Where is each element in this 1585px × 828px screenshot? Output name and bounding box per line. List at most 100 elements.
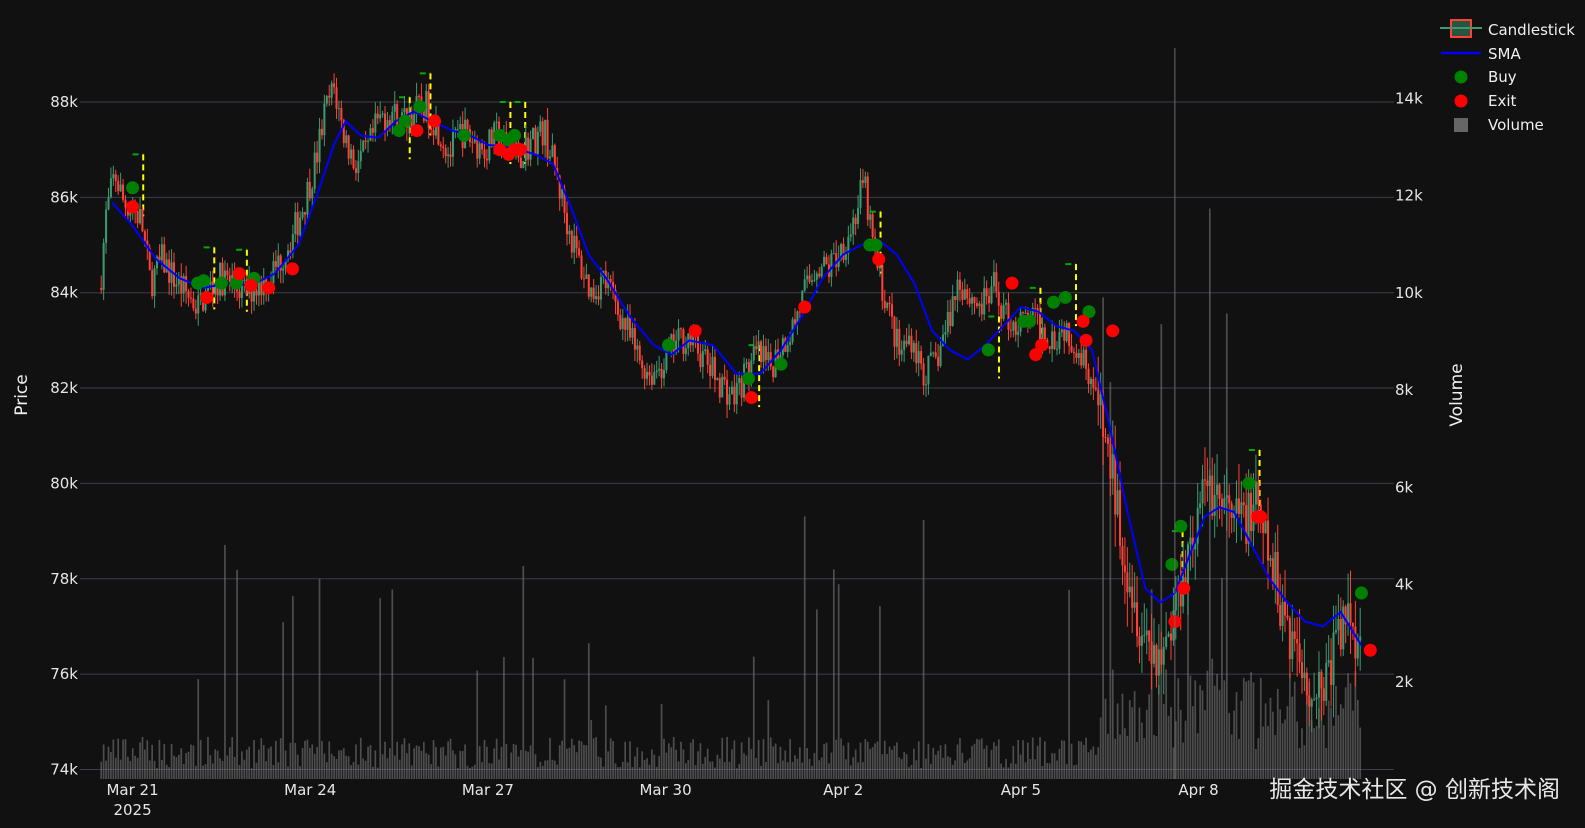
volume-bar — [228, 747, 231, 779]
volume-bar — [920, 768, 922, 779]
y-tick-label: 86k — [50, 188, 78, 206]
legend-item-exit[interactable]: Exit — [1454, 92, 1517, 110]
candle-body — [1087, 368, 1090, 385]
volume-bar — [1136, 741, 1138, 779]
volume-bar — [1301, 728, 1303, 779]
candle-body — [813, 279, 816, 281]
candle-body — [891, 304, 894, 317]
volume-bar — [224, 545, 226, 779]
candle-body — [1145, 630, 1148, 636]
volume-bar — [629, 741, 631, 779]
candle-body — [718, 378, 721, 398]
candle-body — [1201, 479, 1204, 504]
volume-bar — [1162, 703, 1165, 779]
candle-body — [1269, 558, 1272, 561]
candle-body — [638, 345, 641, 361]
volume-bar — [658, 756, 661, 779]
volume-bar — [1335, 685, 1337, 779]
exit-marker — [744, 391, 758, 405]
candle-body — [109, 178, 112, 198]
candle-body — [1298, 643, 1301, 663]
candle-body — [141, 209, 144, 232]
volume-bar — [372, 766, 374, 779]
candle-body — [371, 128, 374, 133]
volume-bar — [396, 741, 399, 779]
volume-bar — [541, 765, 544, 779]
volume-bar — [900, 759, 903, 779]
candles — [100, 73, 1362, 732]
candle-body — [1286, 615, 1289, 618]
candle-body — [616, 301, 619, 315]
volume-bar — [929, 763, 932, 779]
volume-bar — [903, 752, 906, 779]
volume-bar — [558, 745, 561, 779]
candle-body — [369, 128, 372, 141]
candle-body — [721, 376, 724, 398]
candle-body — [823, 256, 826, 267]
volume-bar — [202, 765, 204, 779]
volume-bars — [100, 208, 1362, 779]
volume-bar — [1223, 680, 1226, 779]
volume-bar — [490, 763, 493, 779]
candle-body — [1300, 662, 1304, 679]
volume-bar — [204, 764, 207, 779]
candle-body — [553, 145, 556, 168]
legend[interactable]: Candlestick SMA Buy Exit Volume — [1440, 19, 1575, 134]
volume-bar — [997, 739, 1000, 779]
candle-body — [534, 127, 537, 155]
candle-body — [1303, 672, 1306, 679]
volume-bar — [803, 516, 806, 779]
candle-body — [102, 242, 105, 290]
legend-item-candlestick[interactable]: Candlestick — [1440, 19, 1575, 39]
candle-body — [723, 376, 726, 380]
candle-body — [114, 174, 117, 181]
candle-body — [832, 253, 835, 255]
y2-tick-label: 4k — [1395, 576, 1414, 594]
candle-body — [1233, 513, 1236, 519]
candle-body — [345, 135, 348, 144]
candle-body — [531, 127, 535, 140]
candle-body — [641, 360, 644, 369]
candle-body — [1206, 480, 1209, 486]
volume-bar — [946, 756, 949, 779]
candle-body — [607, 279, 610, 289]
volume-bar — [544, 760, 546, 779]
legend-item-volume[interactable]: Volume — [1454, 116, 1544, 134]
candle-body — [849, 234, 852, 237]
volume-bar — [1262, 726, 1265, 779]
volume-bar — [221, 760, 224, 779]
volume-bar — [289, 742, 292, 779]
candle-body — [636, 345, 639, 350]
y-tick-label: 84k — [50, 284, 78, 302]
volume-bar — [709, 761, 711, 779]
candle-body — [1131, 586, 1134, 608]
candle-body — [1228, 495, 1231, 504]
volume-bar — [655, 766, 658, 779]
volume-bar — [789, 738, 791, 779]
legend-item-buy[interactable]: Buy — [1454, 68, 1517, 86]
candle-body — [1351, 622, 1354, 627]
buy-marker — [197, 274, 211, 288]
volume-bar — [1133, 691, 1136, 779]
volume-bar — [1148, 694, 1151, 779]
candle-body — [1317, 671, 1320, 698]
exit-marker — [1363, 643, 1377, 657]
volume-bar — [444, 755, 447, 779]
legend-buy-label: Buy — [1488, 68, 1517, 86]
volume-bar — [469, 767, 471, 779]
candle-body — [117, 180, 120, 192]
volume-bar — [345, 755, 348, 779]
volume-bar — [241, 751, 243, 779]
candle-body — [177, 276, 180, 285]
y-tick-label: 74k — [50, 760, 78, 778]
buy-marker — [1046, 295, 1060, 309]
candle-body — [279, 255, 282, 271]
candle-body — [1247, 492, 1250, 544]
candle-body — [456, 129, 459, 131]
candle-body — [730, 386, 733, 395]
candle-body — [1235, 498, 1238, 514]
volume-bar — [612, 740, 614, 779]
volume-bar — [131, 748, 134, 779]
volume-bar — [927, 743, 930, 779]
legend-item-sma[interactable]: SMA — [1441, 45, 1521, 63]
